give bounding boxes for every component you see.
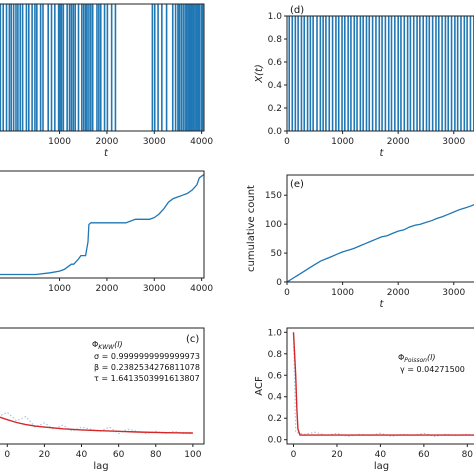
x-tick-label-f-1: 20	[331, 450, 343, 460]
panel-f: 0 20 40 60 80 0.0 0.2 0.4 0.6 0.8 1.0 lag ACF ΦPoisso…	[254, 327, 474, 472]
series-line-f-empirical	[292, 332, 474, 438]
y-tick-label-f-4: 0.8	[268, 350, 283, 360]
y-tick-label-d-1: 0.2	[268, 104, 282, 114]
plot-area-f	[292, 332, 474, 438]
x-tick-label-e-0: 0	[284, 288, 290, 298]
axes-frame-d	[286, 15, 474, 132]
x-tick-label-b-2: 3000	[143, 284, 166, 294]
x-axis-label-d: t	[380, 148, 385, 159]
series-line-b-0	[0, 173, 204, 276]
x-axis-label-e: t	[380, 299, 385, 310]
series-line-e-0	[287, 204, 474, 282]
y-tick-label-e-1: 50	[271, 249, 283, 259]
annotation-title-f: ΦPoisson(l)	[398, 353, 435, 364]
x-axis-label-c: lag	[93, 461, 108, 472]
y-tick-label-f-1: 0.2	[268, 414, 282, 424]
panel-label-e: (e)	[290, 179, 304, 190]
panel-e: 0 1000 2000 3000 0 50 100 150 t cumulative count (…	[246, 174, 474, 310]
panel-d: 0 1000 2000 3000 0.0 0.2 0.4 0.6 0.8 1.0 t X(t) (d)	[254, 5, 474, 159]
plot-area-e	[287, 204, 474, 282]
panel-label-d: (d)	[290, 5, 304, 16]
annotation-line-c-2: τ = 1.6413503991613807	[94, 374, 200, 383]
x-tick-label-e-1: 1000	[331, 288, 354, 298]
x-tick-label-f-0: 0	[291, 450, 297, 460]
axes-frame-a	[0, 3, 205, 132]
plot-area-a	[0, 4, 204, 131]
y-tick-label-e-0: 0	[276, 278, 282, 288]
x-tick-label-a-3: 4000	[190, 137, 213, 147]
plot-area-b	[0, 173, 204, 276]
y-tick-label-d-0: 0.0	[268, 127, 283, 137]
x-tick-label-c-4: 80	[150, 450, 162, 460]
x-tick-label-a-0: 1000	[48, 137, 71, 147]
annotation-line-f-0: γ = 0.04271500	[400, 365, 465, 374]
x-tick-label-b-3: 4000	[190, 284, 213, 294]
x-tick-label-a-1: 2000	[95, 137, 118, 147]
x-tick-label-c-3: 60	[113, 450, 125, 460]
y-tick-label-d-4: 0.8	[268, 35, 283, 45]
y-tick-label-d-3: 0.6	[268, 58, 283, 68]
plot-area-c	[0, 411, 193, 435]
axes-frame-c	[0, 327, 205, 445]
panel-label-c: (c)	[186, 334, 199, 345]
axes-frame-f	[286, 327, 474, 445]
x-tick-label-f-2: 40	[375, 450, 387, 460]
x-tick-label-d-0: 0	[284, 137, 290, 147]
y-tick-label-f-3: 0.6	[268, 371, 283, 381]
panel-c: 0 20 40 60 80 100 lag (c) ΦKWW(l)σ = 0.999999999…	[0, 327, 205, 472]
y-tick-label-e-2: 100	[265, 220, 282, 230]
x-tick-label-d-3: 3000	[442, 137, 465, 147]
x-tick-label-d-2: 2000	[387, 137, 410, 147]
x-tick-label-f-3: 60	[418, 450, 430, 460]
y-tick-label-f-2: 0.4	[268, 393, 283, 403]
y-tick-label-d-5: 1.0	[268, 12, 283, 22]
panel-a: 1000 2000 3000 4000 t	[0, 3, 213, 159]
x-tick-label-e-3: 3000	[442, 288, 465, 298]
x-tick-label-c-2: 40	[76, 450, 88, 460]
x-tick-label-c-5: 100	[184, 450, 201, 460]
x-tick-label-c-0: 0	[4, 450, 10, 460]
annotation-line-c-0: σ = 0.9999999999999973	[94, 352, 200, 361]
x-axis-label-a: t	[104, 148, 109, 159]
x-tick-label-b-0: 1000	[48, 284, 71, 294]
x-tick-label-b-1: 2000	[95, 284, 118, 294]
series-line-f-fit	[292, 332, 474, 436]
x-tick-label-a-2: 3000	[143, 137, 166, 147]
axes-frame-e	[286, 174, 474, 283]
y-axis-label-f: ACF	[254, 376, 265, 396]
y-tick-label-f-5: 1.0	[268, 328, 283, 338]
y-axis-label-e: cumulative count	[246, 185, 257, 272]
annotation-title-c: ΦKWW(l)	[92, 340, 123, 351]
series-line-c-fit	[0, 416, 193, 434]
annotation-line-c-1: β = 0.2382534276811078	[94, 363, 200, 372]
x-tick-label-c-1: 20	[39, 450, 51, 460]
x-axis-label-f: lag	[374, 461, 389, 472]
x-tick-label-d-1: 1000	[331, 137, 354, 147]
y-axis-label-d: X(t)	[254, 64, 265, 84]
series-line-c-empirical	[0, 411, 193, 435]
y-tick-label-e-3: 150	[265, 191, 282, 201]
x-tick-label-f-4: 80	[462, 450, 474, 460]
y-tick-label-d-2: 0.4	[268, 81, 283, 91]
plot-area-d	[288, 16, 474, 131]
x-tick-label-e-2: 2000	[387, 288, 410, 298]
axes-frame-b	[0, 170, 205, 279]
y-tick-label-f-0: 0.0	[268, 436, 283, 446]
panel-b: 1000 2000 3000 4000	[0, 170, 213, 294]
